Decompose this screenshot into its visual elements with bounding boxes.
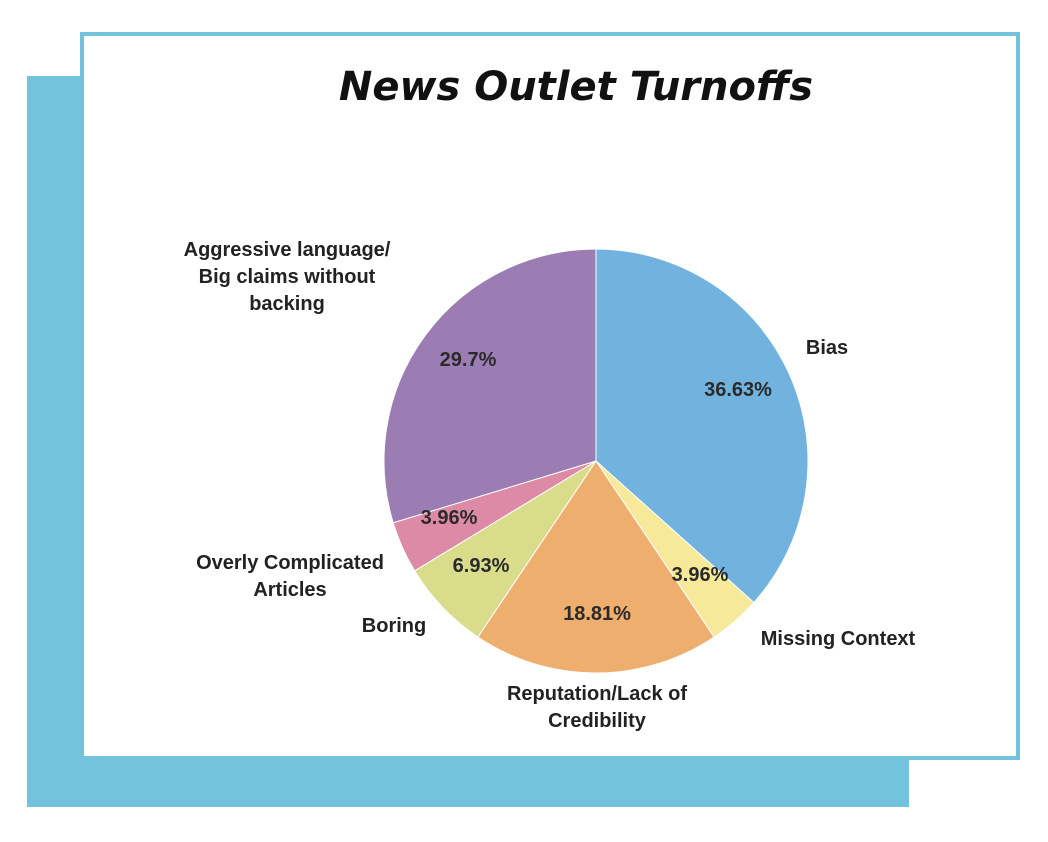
slice-value-label-1: 3.96% bbox=[672, 564, 729, 586]
slice-category-line: Reputation/Lack of bbox=[507, 683, 687, 705]
slice-value-label-3: 6.93% bbox=[453, 555, 510, 577]
chart-title: News Outlet Turnoffs bbox=[338, 64, 814, 110]
pie-slice-2 bbox=[477, 460, 715, 674]
slice-category-label-0: Bias bbox=[806, 337, 848, 359]
slice-category-line: Bias bbox=[806, 337, 848, 359]
pie-slice-0 bbox=[595, 248, 809, 604]
slice-category-label-4: Overly Complicated Articles bbox=[196, 552, 384, 601]
slice-value-label-0: 36.63% bbox=[704, 379, 772, 401]
slice-category-label-2: Reputation/Lack of Credibility bbox=[507, 683, 687, 732]
slice-category-line: Aggressive language/ bbox=[184, 239, 391, 261]
slice-category-line: Boring bbox=[362, 615, 426, 637]
slice-category-label-1: Missing Context bbox=[761, 628, 916, 650]
slice-category-line: Credibility bbox=[548, 710, 647, 732]
slice-category-line: Overly Complicated bbox=[196, 552, 384, 574]
slice-category-line: Big claims without bbox=[199, 266, 376, 288]
slice-value-label-4: 3.96% bbox=[421, 507, 478, 529]
slice-value-label-2: 18.81% bbox=[563, 603, 631, 625]
slice-category-line: backing bbox=[249, 293, 325, 315]
slice-value-label-5: 29.7% bbox=[440, 349, 497, 371]
slice-category-line: Articles bbox=[253, 579, 326, 601]
slice-category-label-5: Aggressive language/Big claims without ba… bbox=[184, 239, 391, 315]
pie-slice-5 bbox=[383, 248, 597, 524]
slice-category-label-3: Boring bbox=[362, 615, 426, 637]
slice-category-line: Missing Context bbox=[761, 628, 916, 650]
